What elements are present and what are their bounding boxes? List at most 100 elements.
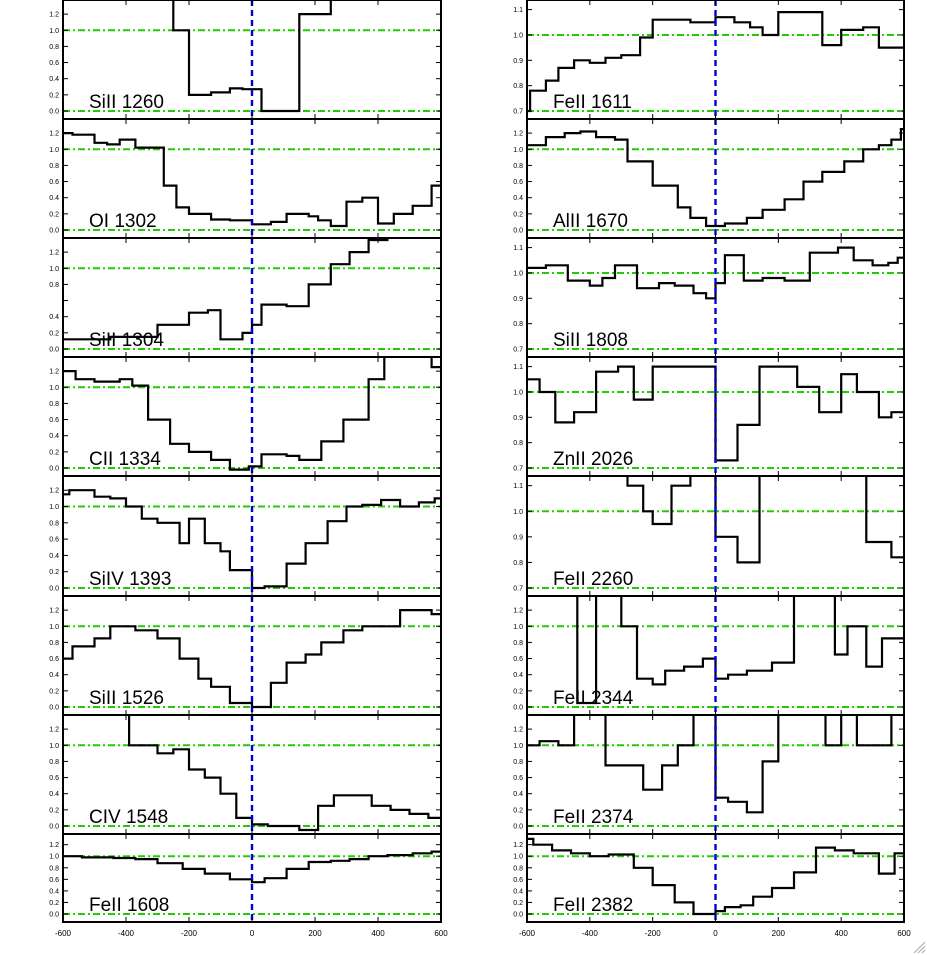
y-tick-label: 0.8: [49, 865, 59, 872]
y-tick-label: 0.2: [513, 688, 523, 695]
x-tick-label: -400: [118, 929, 135, 938]
y-tick-label: 0.2: [49, 569, 59, 576]
y-tick-label: 0.2: [49, 211, 59, 218]
ion-line-label: CIV 1548: [89, 807, 168, 828]
y-tick-label: 0.8: [49, 282, 59, 289]
ion-line-label: FeII 2382: [553, 895, 633, 916]
y-tick-label: 0.8: [49, 163, 59, 170]
y-tick-label: 1.1: [513, 245, 523, 252]
resize-grip-icon[interactable]: [912, 940, 926, 954]
y-tick-label: 0.0: [49, 824, 59, 831]
y-tick-label: 0.0: [513, 912, 523, 919]
x-tick-label: -200: [645, 929, 662, 938]
y-tick-label: 1.2: [513, 608, 523, 615]
y-tick-label: 1.1: [513, 364, 523, 371]
flux-spectrum-series: [63, 489, 441, 590]
y-tick-label: 0.7: [513, 347, 523, 354]
spectrum-panel: 0.0 0.2 0.4 0.8 1.0 1.2 SiII 1304: [49, 237, 442, 358]
y-tick-label: 0.8: [513, 83, 523, 90]
y-tick-label: 0.8: [513, 321, 523, 328]
ion-line-label: OI 1302: [89, 211, 157, 232]
y-tick-label: 1.0: [513, 743, 523, 750]
x-tick-label: 400: [371, 929, 385, 938]
y-tick-label: 0.8: [513, 640, 523, 647]
spectrum-panel: 0.0 0.2 0.4 0.6 0.8 1.0 1.2 FeII 1608: [49, 833, 442, 923]
spectrum-panel: 0.0 0.2 0.4 0.6 0.8 1.0 1.2 FeII 2344: [513, 595, 905, 716]
ion-line-label: CII 1334: [89, 449, 161, 470]
y-tick-label: 1.0: [49, 743, 59, 750]
ion-line-label: SiII 1304: [89, 330, 164, 351]
flux-spectrum-series: [527, 11, 904, 113]
y-tick-label: 0.0: [49, 109, 59, 116]
y-tick-label: 0.4: [49, 195, 59, 202]
y-tick-label: 0.8: [49, 759, 59, 766]
y-tick-label: 0.7: [513, 109, 523, 116]
y-tick-label: 0.0: [49, 586, 59, 593]
y-tick-label: 0.2: [513, 211, 523, 218]
spectrum-panel: 0.7 0.8 0.9 1.0 1.1 FeII 2260: [513, 475, 905, 597]
y-tick-label: 0.6: [513, 656, 523, 663]
y-tick-label: 0.6: [49, 60, 59, 67]
ion-line-label: FeII 1611: [553, 92, 632, 113]
flux-spectrum-series: [527, 128, 904, 228]
y-tick-label: 1.0: [49, 624, 59, 631]
y-tick-label: 0.2: [49, 92, 59, 99]
y-tick-label: 0.4: [49, 76, 59, 83]
y-tick-label: 0.0: [49, 228, 59, 235]
ion-line-label: SiIV 1393: [89, 569, 171, 590]
y-tick-label: 1.0: [513, 509, 523, 516]
x-tick-label: 0: [250, 929, 255, 938]
y-tick-label: 1.0: [49, 266, 59, 273]
y-tick-label: 0.8: [513, 865, 523, 872]
y-tick-label: 0.8: [513, 560, 523, 567]
x-tick-label: -200: [181, 929, 198, 938]
y-tick-label: 1.2: [49, 727, 59, 734]
y-tick-label: 0.9: [513, 58, 523, 65]
y-tick-label: 1.0: [49, 385, 59, 392]
y-tick-label: 0.4: [49, 791, 59, 798]
x-tick-label: -600: [55, 929, 72, 938]
y-tick-label: 0.9: [513, 534, 523, 541]
x-tick-label: 600: [897, 929, 911, 938]
y-tick-label: 1.2: [49, 12, 59, 19]
y-tick-label: 0.2: [49, 900, 59, 907]
y-tick-label: 0.4: [513, 672, 523, 679]
ion-line-label: SiII 1260: [89, 92, 164, 113]
y-tick-label: 1.2: [49, 488, 59, 495]
y-tick-label: 0.8: [49, 401, 59, 408]
y-tick-label: 0.8: [49, 640, 59, 647]
spectrum-panel: 0.0 0.2 0.4 0.6 0.8 1.0 1.2 CII 1334: [49, 356, 442, 477]
y-tick-label: 0.4: [513, 791, 523, 798]
spectrum-panel: 0.7 0.8 0.9 1.0 1.1 SiII 1808: [513, 237, 905, 358]
ion-line-label: AlII 1670: [553, 211, 628, 232]
y-tick-label: 0.8: [513, 440, 523, 447]
y-tick-label: 0.0: [513, 705, 523, 712]
y-tick-label: 0.4: [49, 314, 59, 321]
y-tick-label: 1.1: [513, 483, 523, 490]
x-tick-label: -400: [582, 929, 599, 938]
x-tick-label: 0: [713, 929, 718, 938]
y-tick-label: 0.0: [49, 347, 59, 354]
flux-spectrum-series: [527, 365, 904, 462]
flux-spectrum-series: [63, 132, 441, 228]
y-tick-label: 0.8: [49, 520, 59, 527]
y-tick-label: 0.0: [49, 466, 59, 473]
y-tick-label: 0.0: [513, 228, 523, 235]
x-tick-label: -600: [519, 929, 536, 938]
y-tick-label: 1.0: [49, 147, 59, 154]
y-tick-label: 1.0: [513, 854, 523, 861]
y-tick-label: 0.4: [49, 672, 59, 679]
y-tick-label: 1.0: [513, 389, 523, 396]
ion-line-label: FeII 2344: [553, 688, 634, 709]
y-tick-label: 1.2: [513, 842, 523, 849]
y-tick-label: 0.2: [513, 807, 523, 814]
y-tick-label: 0.8: [49, 44, 59, 51]
y-tick-label: 0.6: [49, 775, 59, 782]
y-tick-label: 1.2: [513, 727, 523, 734]
flux-spectrum-series: [128, 715, 441, 832]
ion-line-label: FeII 1608: [89, 895, 169, 916]
ion-line-label: SiII 1526: [89, 688, 164, 709]
y-tick-label: 0.4: [513, 888, 523, 895]
flux-spectrum-series: [63, 609, 441, 709]
y-tick-label: 0.6: [49, 179, 59, 186]
